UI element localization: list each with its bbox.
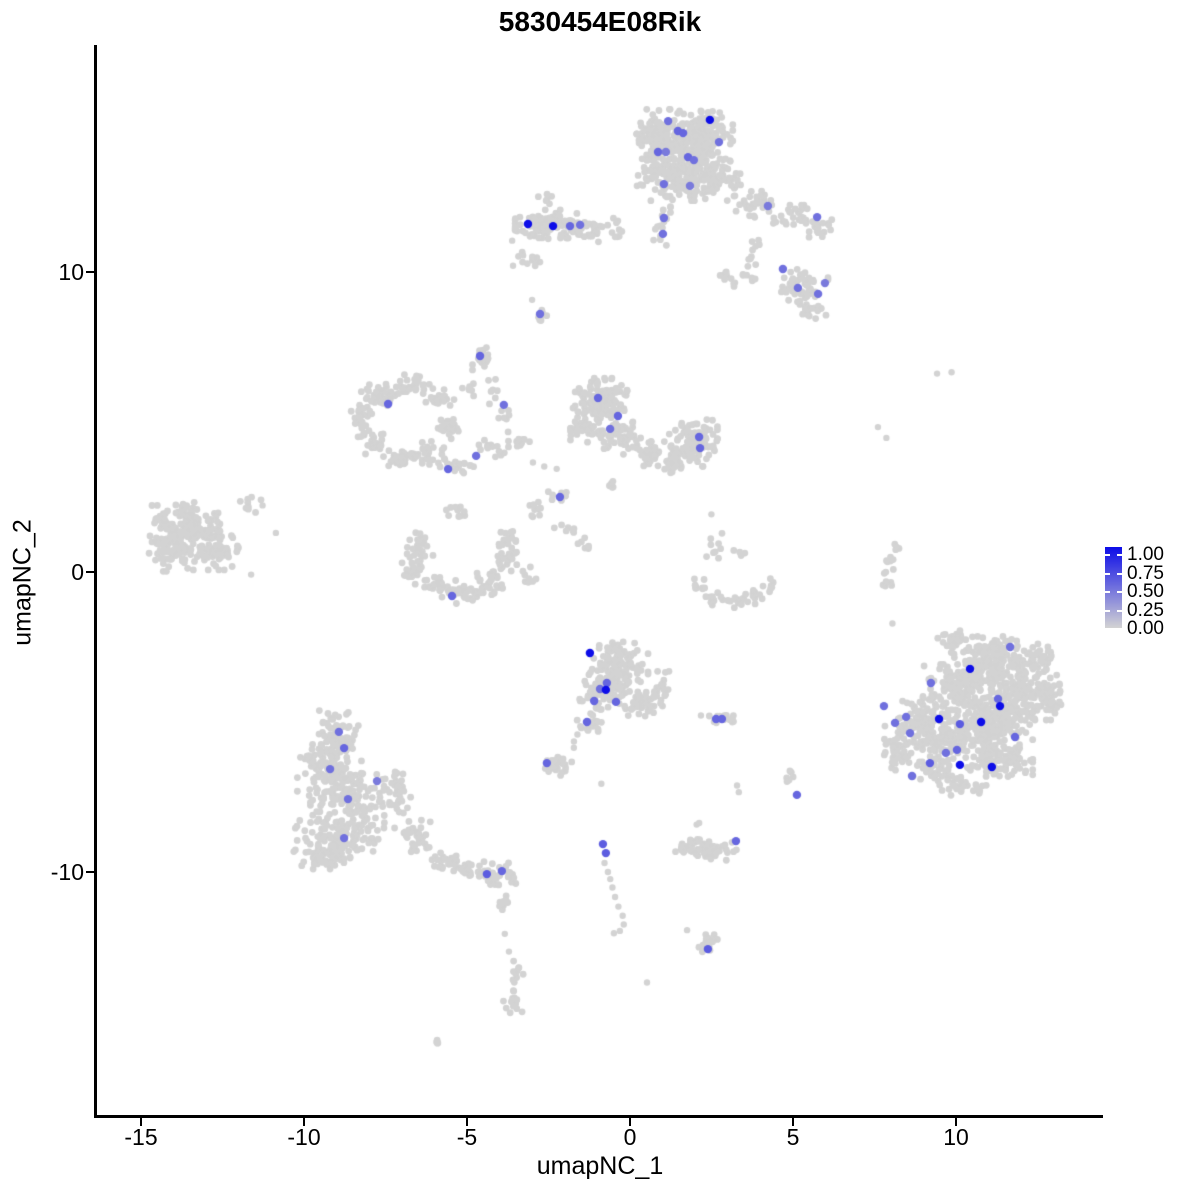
x-tick-label: -10: [287, 1124, 321, 1150]
legend-tick: [1105, 591, 1110, 593]
legend-label: 0.50: [1127, 581, 1164, 602]
legend-tick: [1117, 572, 1122, 575]
expression-legend: 1.00 0.75 0.50 0.25 0.00: [1105, 541, 1200, 641]
x-axis-line: [94, 1115, 1103, 1118]
x-tick-label: 5: [786, 1124, 800, 1150]
x-tick-mark: [629, 1118, 631, 1126]
legend-label: 0.75: [1127, 562, 1164, 584]
x-tick-mark: [303, 1118, 305, 1126]
legend-tick: [1117, 609, 1122, 612]
legend-tick: [1105, 554, 1110, 557]
x-tick-label: 0: [623, 1124, 637, 1150]
x-tick-label: -5: [456, 1124, 478, 1150]
x-tick-mark: [140, 1118, 142, 1126]
plot-title: 5830454E08Rik: [498, 6, 702, 37]
y-tick-label: 0: [71, 559, 84, 585]
y-tick-label: 10: [58, 259, 84, 285]
legend-tick: [1117, 554, 1122, 557]
legend-label: 0.00: [1127, 618, 1164, 639]
legend-tick: [1105, 609, 1110, 612]
x-axis-title: umapNC_1: [536, 1152, 664, 1180]
legend-label: 0.25: [1127, 599, 1164, 621]
legend-gradient-bar: [1105, 547, 1122, 628]
legend-label: 1.00: [1127, 544, 1164, 566]
x-tick-label: -15: [124, 1124, 158, 1150]
x-tick-mark: [466, 1118, 468, 1126]
legend-tick: [1105, 572, 1110, 575]
y-tick-mark: [86, 271, 94, 273]
y-axis-title: umapNC_2: [8, 519, 37, 646]
x-tick-label: 10: [943, 1124, 969, 1150]
x-tick-mark: [792, 1118, 794, 1126]
y-axis-line: [94, 45, 97, 1118]
y-tick-mark: [86, 571, 94, 573]
legend-tick: [1117, 591, 1122, 593]
y-tick-label: -10: [50, 859, 84, 885]
x-tick-mark: [955, 1118, 957, 1126]
y-tick-mark: [86, 871, 94, 873]
